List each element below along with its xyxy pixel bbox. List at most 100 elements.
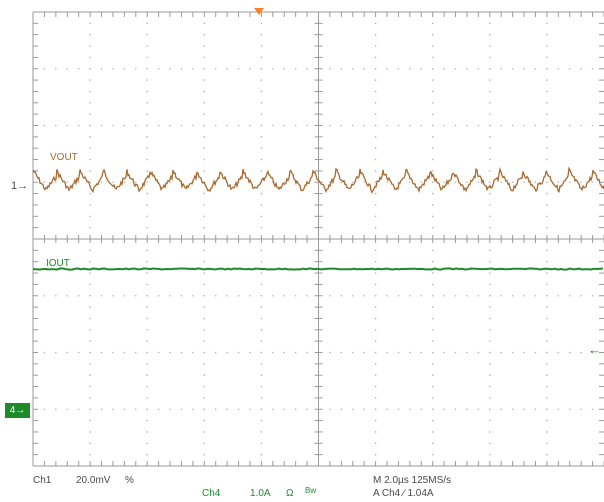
- grid-dot: [89, 272, 91, 274]
- grid-dot: [89, 158, 91, 161]
- grid-dot: [134, 294, 137, 297]
- grid-dot: [89, 442, 91, 445]
- grid-dot: [546, 79, 548, 81]
- grid-dot: [89, 79, 91, 81]
- grid-dot: [272, 351, 274, 354]
- grid-dot: [123, 181, 126, 184]
- grid-dot: [466, 181, 468, 184]
- grid-dot: [329, 124, 331, 127]
- grid-dot: [511, 294, 514, 297]
- grid-dot: [420, 124, 423, 127]
- grid-dot: [283, 351, 286, 354]
- grid-dot: [260, 67, 263, 70]
- grid-dot: [89, 113, 91, 115]
- grid-dot: [489, 351, 491, 354]
- grid-dot: [489, 124, 491, 127]
- grid-dot: [203, 283, 206, 286]
- grid-dot: [466, 67, 468, 70]
- trigger-level-arrow-icon[interactable]: ←: [588, 342, 601, 357]
- grid-dot: [89, 294, 91, 297]
- grid-dot: [146, 102, 148, 104]
- grid-dot: [89, 22, 91, 25]
- ch4-ground-marker[interactable]: 4→: [5, 403, 30, 418]
- grid-dot: [169, 67, 171, 70]
- grid-dot: [260, 453, 263, 456]
- grid-dot: [249, 408, 251, 411]
- grid-dot: [55, 67, 57, 70]
- arrow-right-icon: →: [15, 405, 26, 416]
- grid-dot: [329, 294, 331, 297]
- grid-dot: [89, 363, 91, 365]
- grid-dot: [431, 136, 434, 138]
- grid-dot: [89, 67, 91, 70]
- ch1-coupling-icon: %: [125, 475, 134, 486]
- grid-dot: [249, 67, 251, 70]
- grid-dot: [260, 215, 263, 218]
- grid-dot: [546, 283, 548, 286]
- grid-dot: [374, 431, 377, 433]
- grid-dot: [374, 33, 377, 36]
- grid-dot: [123, 408, 126, 411]
- grid-dot: [374, 340, 377, 342]
- grid-dot: [386, 67, 388, 70]
- grid-dot: [203, 67, 206, 70]
- grid-dot: [100, 67, 103, 70]
- grid-dot: [500, 351, 503, 354]
- ch4-name: Ch4: [202, 488, 221, 499]
- grid-dot: [580, 294, 582, 297]
- grid-dot: [431, 408, 434, 411]
- grid-dot: [43, 408, 46, 411]
- grid-dot: [386, 408, 388, 411]
- grid-dot: [260, 45, 263, 47]
- grid-dot: [466, 124, 468, 127]
- grid-dot: [203, 124, 206, 127]
- grid-dot: [77, 67, 80, 70]
- grid-dot: [557, 124, 560, 127]
- grid-dot: [546, 22, 548, 25]
- grid-dot: [534, 408, 537, 411]
- grid-dot: [431, 340, 434, 342]
- grid-dot: [226, 67, 228, 70]
- grid-dot: [489, 79, 491, 81]
- grid-dot: [89, 283, 91, 286]
- grid-dot: [146, 45, 148, 47]
- grid-dot: [146, 294, 148, 297]
- grid-dot: [272, 67, 274, 70]
- trigger-position-marker: [254, 8, 264, 15]
- grid-dot: [580, 181, 582, 184]
- grid-dot: [55, 294, 57, 297]
- grid-dot: [546, 340, 548, 342]
- grid-dot: [523, 181, 525, 184]
- grid-dot: [180, 294, 183, 297]
- trigger-readout: A Ch4 ⁄ 1.04A: [373, 488, 434, 499]
- grid-dot: [431, 56, 434, 59]
- grid-dot: [340, 67, 343, 70]
- grid-dot: [203, 226, 206, 229]
- grid-dot: [374, 249, 377, 252]
- grid-dot: [580, 351, 582, 354]
- grid-dot: [489, 283, 491, 286]
- grid-dot: [89, 215, 91, 218]
- ch1-ground-marker[interactable]: 1→: [11, 181, 28, 192]
- grid-dot: [374, 147, 377, 149]
- grid-dot: [454, 294, 457, 297]
- grid-dot: [146, 56, 148, 59]
- grid-dot: [557, 351, 560, 354]
- ch1-name: Ch1: [33, 475, 52, 486]
- grid-dot: [431, 453, 434, 456]
- grid-dot: [146, 33, 148, 36]
- grid-dot: [466, 408, 468, 411]
- grid-dot: [203, 340, 206, 342]
- grid-dot: [489, 294, 491, 297]
- grid-dot: [260, 226, 263, 229]
- grid-dot: [214, 294, 217, 297]
- grid-dot: [146, 283, 148, 286]
- grid-dot: [112, 351, 114, 354]
- grid-dot: [146, 329, 148, 331]
- grid-dot: [431, 192, 434, 195]
- grid-dot: [546, 90, 548, 93]
- grid-dot: [431, 102, 434, 104]
- grid-dot: [260, 442, 263, 445]
- grid-dot: [260, 102, 263, 104]
- grid-dot: [546, 147, 548, 149]
